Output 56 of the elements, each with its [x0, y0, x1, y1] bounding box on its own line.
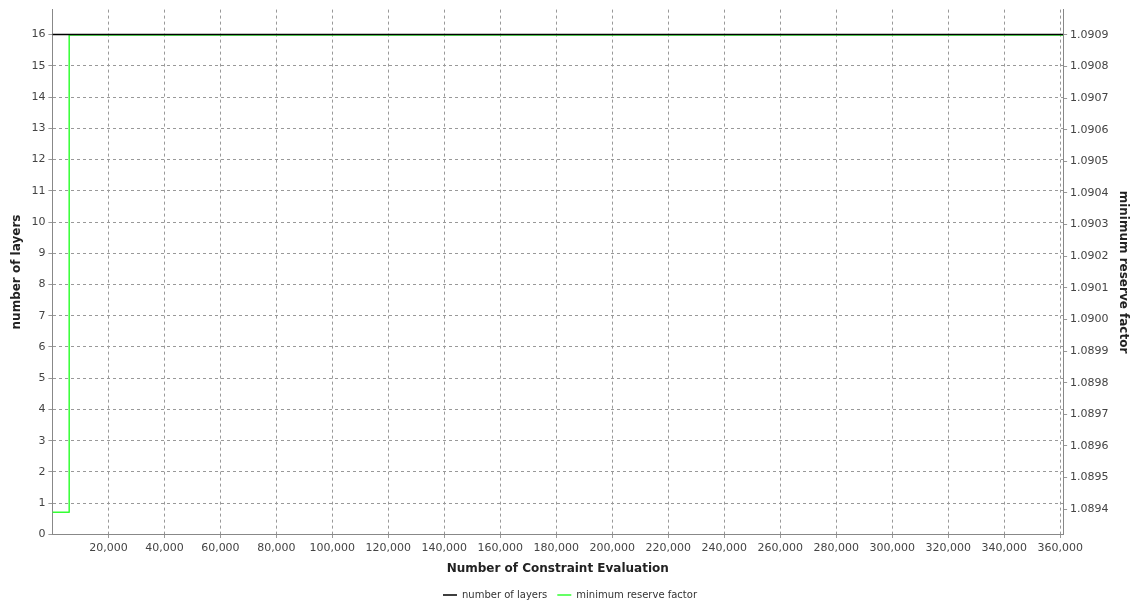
y2-tick-label: 1.0899: [1070, 343, 1109, 357]
y-tick-label: 12: [31, 152, 46, 166]
x-tick-label: 20,000: [89, 540, 128, 554]
y2-tick-label: 1.0900: [1070, 312, 1109, 326]
y-tick-label: 16: [31, 27, 46, 41]
y-tick-label: 9: [38, 246, 46, 260]
y-tick-label: 6: [38, 339, 46, 353]
y2-tick-label: 1.0902: [1070, 249, 1109, 263]
y-tick-label: 2: [38, 464, 46, 478]
x-tick-label: 140,000: [421, 540, 468, 554]
y-tick-label: 10: [31, 214, 46, 228]
y2-tick-label: 1.0903: [1070, 217, 1109, 231]
y-tick-label: 14: [31, 89, 46, 103]
legend-label: number of layers: [461, 588, 548, 600]
y-tick-label: 8: [38, 277, 46, 291]
x-tick-label: 280,000: [813, 540, 860, 554]
x-tick-label: 240,000: [701, 540, 748, 554]
x-tick-label: 160,000: [477, 540, 524, 554]
y-tick-label: 11: [31, 183, 46, 197]
x-tick-label: 320,000: [925, 540, 972, 554]
y2-tick-label: 1.0894: [1070, 501, 1109, 515]
y2-tick-label: 1.0907: [1070, 90, 1109, 104]
y2-tick-label: 1.0909: [1070, 27, 1109, 41]
y2-tick-label: 1.0906: [1070, 122, 1109, 136]
y-tick-label: 15: [31, 58, 46, 72]
x-tick-label: 220,000: [645, 540, 692, 554]
y2-tick-label: 1.0896: [1070, 438, 1109, 452]
x-tick-label: 340,000: [981, 540, 1028, 554]
y2-tick-label: 1.0898: [1070, 375, 1109, 389]
x-tick-label: 180,000: [533, 540, 580, 554]
y2-tick-label: 1.0901: [1070, 280, 1109, 294]
y-tick-label: 1: [38, 496, 46, 510]
legend-label: minimum reserve factor: [576, 588, 698, 600]
y2-tick-label: 1.0905: [1070, 154, 1109, 168]
y-tick-label: 4: [38, 402, 46, 416]
y2-tick-label: 1.0897: [1070, 407, 1109, 421]
x-tick-label: 60,000: [201, 540, 240, 554]
x-axis-title: Number of Constraint Evaluation: [446, 560, 669, 575]
y2-tick-label: 1.0904: [1070, 185, 1109, 199]
x-tick-label: 100,000: [309, 540, 356, 554]
y-tick-label: 3: [38, 433, 46, 447]
y-tick-label: 7: [38, 308, 46, 322]
x-tick-label: 300,000: [869, 540, 916, 554]
y-tick-label: 0: [38, 527, 46, 541]
y-tick-label: 13: [31, 121, 46, 135]
y-axis-title: number of layers: [9, 214, 24, 330]
y2-tick-label: 1.0908: [1070, 59, 1109, 73]
x-tick-label: 80,000: [257, 540, 296, 554]
y2-axis-title: minimum reserve factor: [1116, 190, 1131, 354]
y-tick-label: 5: [38, 371, 46, 385]
x-tick-label: 360,000: [1037, 540, 1084, 554]
x-tick-label: 40,000: [145, 540, 184, 554]
y2-tick-label: 1.0895: [1070, 470, 1109, 484]
x-tick-label: 260,000: [757, 540, 804, 554]
x-tick-label: 120,000: [365, 540, 412, 554]
x-tick-label: 200,000: [589, 540, 636, 554]
